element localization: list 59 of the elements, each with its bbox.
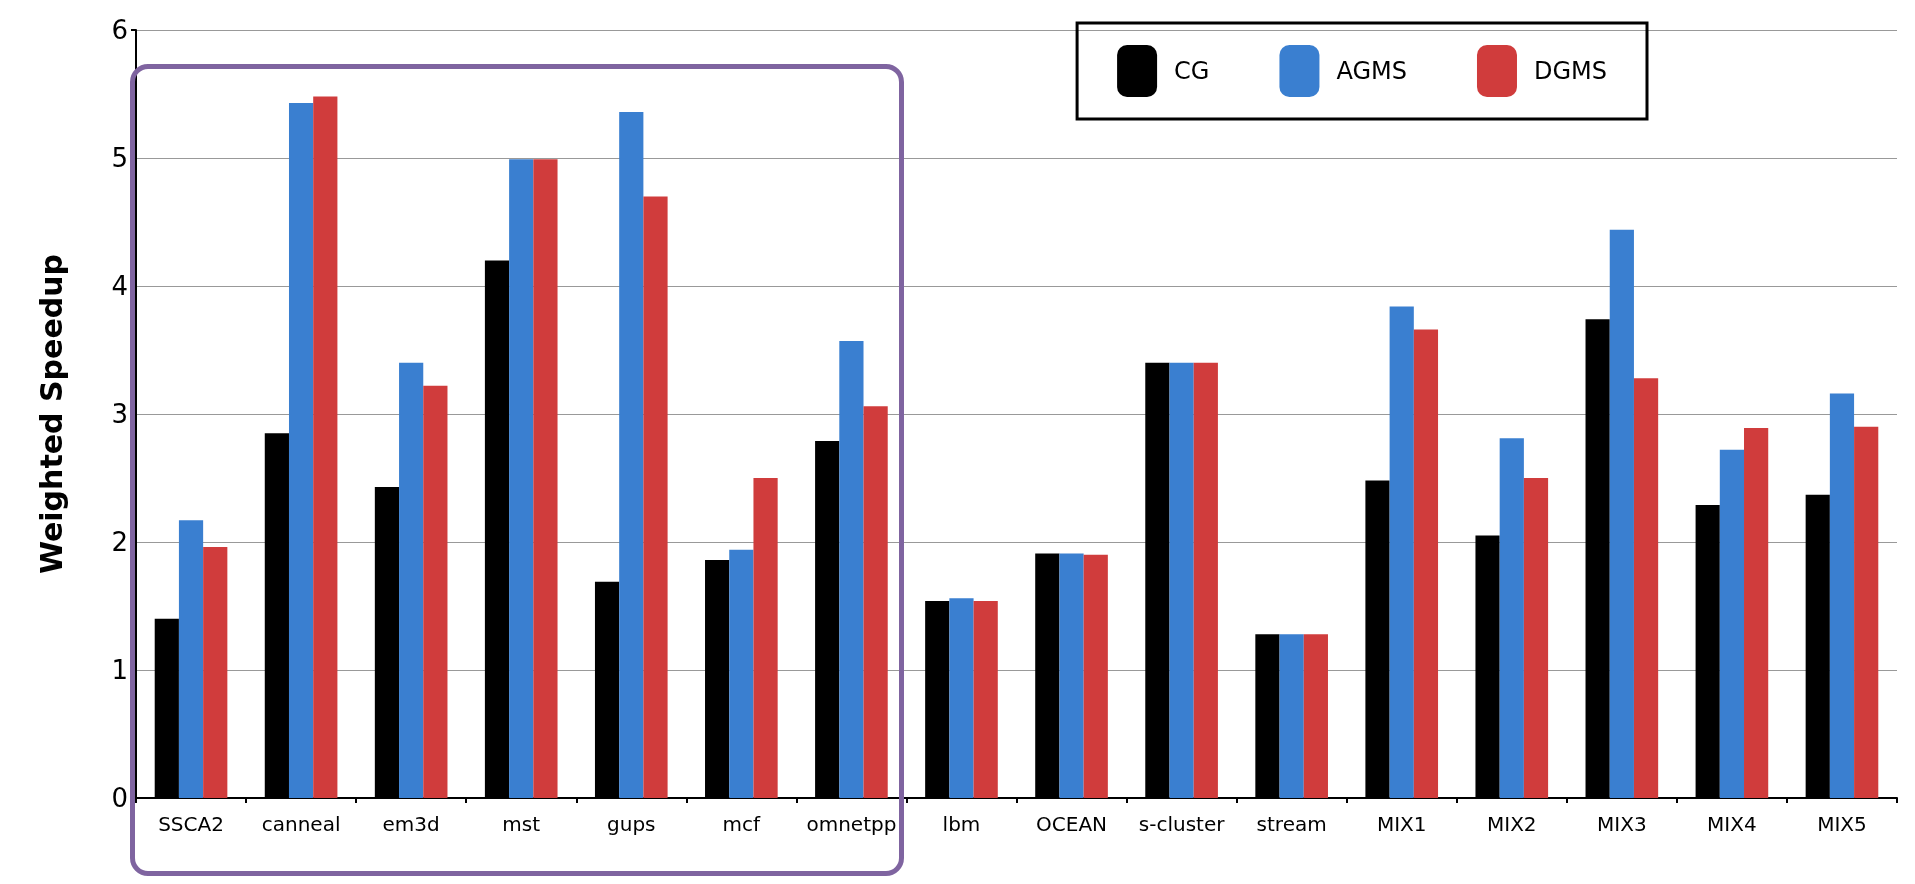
x-tick-label: SSCA2 — [158, 812, 224, 836]
bar — [533, 159, 558, 798]
x-tick-label: MIX1 — [1376, 812, 1427, 836]
x-tick-label: OCEAN — [1036, 812, 1108, 836]
bar — [1279, 634, 1304, 798]
bar — [863, 406, 888, 798]
legend-label: DGMS — [1533, 57, 1608, 85]
y-tick-label: 0 — [111, 783, 128, 813]
x-tick-label: gups — [607, 812, 656, 836]
x-tick-label: s-cluster — [1138, 812, 1226, 836]
bar — [973, 600, 998, 798]
y-tick-label: 2 — [111, 527, 128, 557]
bar — [1633, 378, 1659, 798]
x-tick-label: canneal — [261, 812, 341, 836]
bar — [1854, 426, 1879, 798]
bar — [1719, 449, 1745, 798]
legend-label: CG — [1174, 57, 1210, 85]
bar — [1829, 393, 1855, 798]
bar — [1169, 362, 1194, 798]
x-tick-label: stream — [1256, 812, 1327, 836]
legend-label: AGMS — [1336, 57, 1407, 85]
x-tick-label: mst — [502, 812, 541, 836]
bar — [839, 341, 864, 798]
bar — [753, 478, 778, 798]
bar — [423, 385, 448, 798]
x-tick-label: MIX2 — [1486, 812, 1537, 836]
x-tick-label: MIX3 — [1597, 812, 1647, 836]
x-tick-label: mcf — [722, 812, 762, 836]
y-tick-label: 3 — [111, 399, 128, 429]
bar — [288, 102, 314, 798]
x-tick-label: em3d — [382, 812, 440, 836]
bar — [1083, 554, 1108, 798]
bar — [1609, 229, 1634, 798]
bar — [949, 598, 974, 798]
bar — [729, 549, 754, 798]
x-tick-label: omnetpp — [806, 812, 897, 836]
x-tick-label: MIX4 — [1707, 812, 1757, 836]
bar — [1523, 478, 1549, 798]
y-tick-label: 6 — [111, 15, 128, 45]
bar — [178, 520, 204, 798]
bar — [509, 159, 534, 798]
bar — [1413, 329, 1439, 798]
bar — [1193, 362, 1218, 798]
bar — [1059, 553, 1084, 798]
y-axis-title: Weighted Speedup — [33, 253, 69, 575]
bar — [1303, 634, 1328, 798]
y-tick-label: 5 — [111, 143, 128, 173]
bar — [1744, 428, 1769, 798]
bar — [619, 111, 644, 798]
bar — [203, 547, 228, 798]
bar — [1499, 438, 1524, 798]
x-tick-label: MIX5 — [1817, 812, 1867, 836]
bar — [1389, 306, 1414, 798]
y-tick-label: 4 — [111, 271, 128, 301]
bar — [399, 362, 424, 798]
x-tick-label: lbm — [942, 812, 981, 836]
y-tick-label: 1 — [111, 655, 128, 685]
bar — [643, 196, 668, 798]
bar — [313, 96, 338, 798]
